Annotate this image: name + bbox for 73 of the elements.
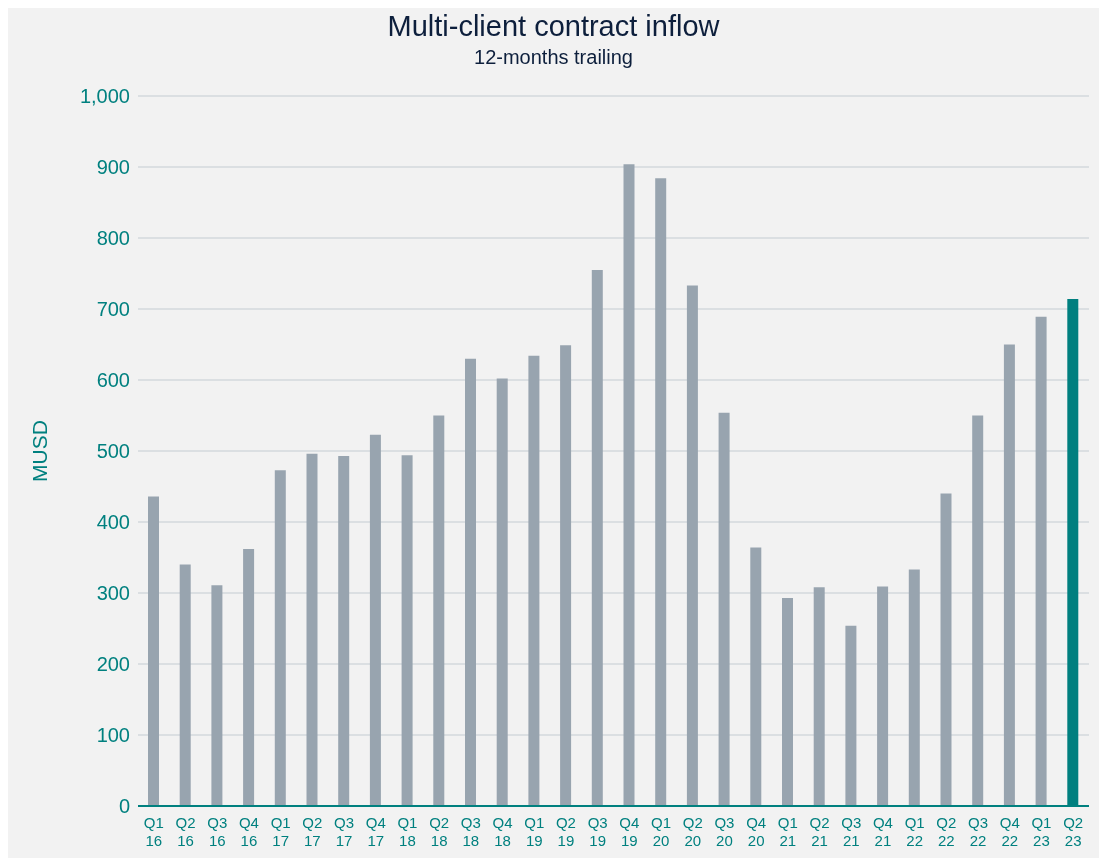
x-tick-label: Q1 17 [270, 814, 291, 849]
x-tick-label: Q2 20 [682, 814, 703, 849]
x-tick-label: Q2 21 [809, 814, 830, 849]
y-tick-label: 700 [96, 298, 130, 321]
bar [179, 564, 191, 806]
x-tick-label: Q4 18 [492, 814, 513, 849]
x-tick-label: Q2 23 [1063, 814, 1084, 849]
x-tick-label: Q2 17 [302, 814, 323, 849]
bar [211, 585, 223, 806]
bar [686, 285, 698, 806]
bar [148, 496, 159, 806]
bar [591, 269, 603, 806]
bar [369, 434, 381, 806]
bar [274, 470, 286, 806]
x-tick-label: Q1 19 [524, 814, 545, 849]
x-tick-label: Q4 16 [238, 814, 259, 849]
bar [782, 597, 793, 806]
x-tick-label: Q3 18 [460, 814, 481, 849]
y-tick-label: 200 [96, 653, 130, 676]
x-tick-label: Q4 21 [872, 814, 893, 849]
bar [750, 547, 762, 806]
bar [940, 493, 952, 806]
x-tick-label: Q4 19 [619, 814, 640, 849]
y-tick-label: 1,000 [79, 85, 130, 108]
bar [496, 378, 508, 806]
x-tick-label: Q3 20 [714, 814, 735, 849]
bar [528, 355, 540, 806]
x-tick-label: Q3 22 [968, 814, 989, 849]
bar [338, 455, 350, 806]
x-tick-label: Q3 17 [334, 814, 355, 849]
bar [1035, 316, 1047, 806]
x-tick-label: Q1 21 [777, 814, 798, 849]
bar [243, 548, 255, 806]
y-tick-label: 300 [96, 582, 130, 605]
x-tick-label: Q1 23 [1031, 814, 1052, 849]
x-tick-label: Q4 17 [365, 814, 386, 849]
y-tick-label: 500 [96, 440, 130, 463]
bar [908, 569, 920, 806]
bar [401, 455, 413, 806]
chart-title: Multi-client contract inflow [386, 9, 721, 44]
x-tick-label: Q1 20 [651, 814, 672, 849]
bar [433, 415, 445, 806]
bar [560, 345, 572, 806]
bar [813, 587, 825, 806]
y-tick-label: 800 [96, 227, 130, 250]
bar [972, 415, 984, 806]
bar [845, 625, 857, 806]
x-tick-label: Q4 22 [999, 814, 1020, 849]
x-tick-label: Q3 21 [841, 814, 862, 849]
y-tick-label: 400 [96, 511, 130, 534]
y-tick-label: 100 [96, 724, 130, 747]
bar [306, 453, 318, 806]
y-tick-label: 0 [118, 795, 130, 818]
x-tick-label: Q2 16 [175, 814, 196, 849]
bar [465, 358, 476, 806]
x-tick-label: Q3 19 [587, 814, 608, 849]
bar [655, 178, 667, 806]
x-tick-label: Q2 18 [429, 814, 450, 849]
bar [877, 586, 889, 806]
x-tick-label: Q1 22 [904, 814, 925, 849]
x-tick-label: Q1 16 [143, 814, 164, 849]
x-tick-label: Q4 20 [746, 814, 767, 849]
x-tick-label: Q2 19 [555, 814, 576, 849]
bar [718, 412, 730, 806]
bar [1003, 344, 1015, 806]
x-tick-label: Q3 16 [207, 814, 228, 849]
bar [623, 164, 635, 806]
y-tick-label: 600 [96, 369, 130, 392]
y-axis-title: MUSD [28, 420, 52, 482]
chart-subtitle: 12-months trailing [473, 46, 634, 70]
y-tick-label: 900 [96, 156, 130, 179]
x-tick-label: Q1 18 [397, 814, 418, 849]
x-tick-label: Q2 22 [936, 814, 957, 849]
